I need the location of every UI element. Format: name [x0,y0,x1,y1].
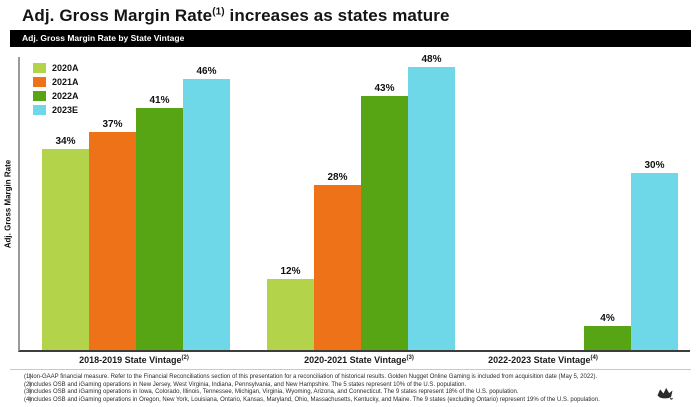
bar-value-label: 46% [196,65,217,77]
footnotes: (1) Non-GAAP financial measure. Refer to … [10,369,691,404]
legend-swatch-icon [33,63,46,73]
bar-slot: 12% [267,57,314,350]
category-label-text: 2022-2023 State Vintage [488,355,591,365]
bar-value-label: 28% [327,171,348,183]
legend-label: 2021A [52,77,79,87]
category-footnote-ref: (3) [406,355,414,361]
title-text-cont: increases as states mature [224,6,450,25]
chart-legend: 2020A 2021A 2022A 2023E [33,61,79,117]
bar-slot: 30% [631,57,678,350]
bar-slot [537,57,584,350]
bar-group: 4% 30% [490,57,678,350]
footnote-line: (4) Includes OSB and iGaming operations i… [10,397,691,405]
bar-value-label: 34% [55,136,76,148]
footnote-line: (3) Includes OSB and iGaming operations i… [10,389,691,397]
legend-label: 2023E [52,105,79,115]
bar-group: 34% 37% 41% 46% [42,57,230,350]
chart-header-bar: Adj. Gross Margin Rate by State Vintage [10,30,691,47]
bar-slot: 41% [136,57,183,350]
legend-swatch-icon [33,91,46,101]
legend-label: 2020A [52,63,79,73]
bar-2020A: 12% [267,266,314,350]
draftkings-crown-icon [656,387,674,400]
legend-item-2022A: 2022A [33,89,79,103]
bar-slot: 46% [183,57,230,350]
bar-2022A: 41% [136,95,183,350]
bar-2022A: 43% [361,83,408,350]
footnote-text: Includes OSB and iGaming operations in N… [29,381,467,388]
bar-2021A: 37% [89,119,136,350]
bar-slot: 28% [314,57,361,350]
bar-slot: 48% [408,54,455,350]
bar-value-label: 4% [600,313,615,325]
bar-2022A: 4% [584,313,631,350]
footnote-text: Non-GAAP financial measure. Refer to the… [29,374,598,380]
bar-2020A: 34% [42,136,89,350]
category-label: 2020-2021 State Vintage(3) [265,355,453,365]
footnote-number: (1) [24,374,32,380]
category-footnote-ref: (4) [590,355,598,361]
footnote-line: (1) Non-GAAP financial measure. Refer to … [10,374,691,382]
bar-value-label: 12% [280,266,301,278]
bar-slot: 43% [361,57,408,350]
footnote-text: Includes OSB and iGaming operations in I… [29,389,519,396]
bar-2023E: 48% [408,54,455,350]
bar-value-label: 48% [421,53,442,65]
bar-slot: 34% [42,57,89,350]
bar-slot: 37% [89,57,136,350]
category-label-text: 2018-2019 State Vintage [79,355,182,365]
chart: Adj. Gross Margin Rate 34% 37% 41% 46% 12% 28… [4,54,690,365]
title-text: Adj. Gross Margin Rate [22,6,213,25]
footnote-text: Includes OSB and iGaming operations in O… [29,396,600,403]
chart-header-label: Adj. Gross Margin Rate by State Vintage [22,33,185,43]
bar-value-label: 43% [374,83,395,95]
legend-item-2021A: 2021A [33,75,79,89]
bar-slot [490,57,537,350]
bar-value-label: 37% [102,118,123,130]
bar-2023E: 30% [631,160,678,350]
legend-swatch-icon [33,105,46,115]
category-label: 2022-2023 State Vintage(4) [449,355,637,365]
legend-label: 2022A [52,91,79,101]
plot-area: 34% 37% 41% 46% 12% 28% 43% 48% 4% 30% [18,54,690,352]
title-footnote-ref: (1) [212,6,225,18]
category-labels: 2018-2019 State Vintage(2) 2020-2021 Stat… [18,355,690,365]
footnote-line: (2) Includes OSB and iGaming operations i… [10,382,691,390]
footnote-number: (3) [24,389,32,396]
y-axis-label: Adj. Gross Margin Rate [3,159,13,249]
bar-2021A: 28% [314,172,361,350]
bar-slot: 4% [584,57,631,350]
footnote-number: (4) [24,396,32,403]
footnote-number: (2) [24,381,32,388]
legend-item-2023E: 2023E [33,103,79,117]
bar-group: 12% 28% 43% 48% [267,54,455,350]
category-label: 2018-2019 State Vintage(2) [40,355,228,365]
bar-2023E: 46% [183,66,230,350]
legend-swatch-icon [33,77,46,87]
bar-value-label: 41% [149,95,170,107]
page-title: Adj. Gross Margin Rate(1) increases as s… [22,6,450,26]
bar-value-label: 30% [644,160,665,171]
legend-item-2020A: 2020A [33,61,79,75]
category-footnote-ref: (2) [181,355,189,361]
category-label-text: 2020-2021 State Vintage [304,355,407,365]
